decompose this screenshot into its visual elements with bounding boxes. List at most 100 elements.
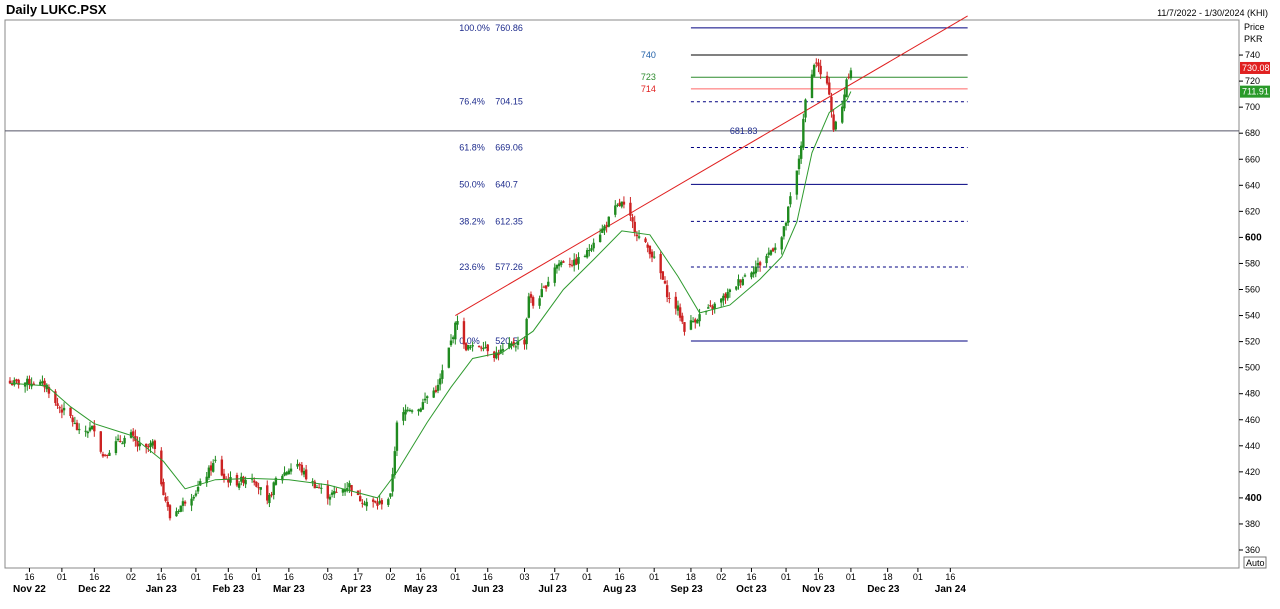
candle-body (285, 472, 288, 475)
candle-body (86, 431, 90, 434)
candle-body (815, 62, 818, 64)
candle-body (780, 237, 783, 250)
x-axis: 16 01 16 02 16 01 16 01 16 03 17 02 16 01 16 03 17 01 16 01… (13, 568, 966, 595)
candle-body (39, 381, 42, 385)
candle-body (523, 339, 526, 345)
candle-body (60, 409, 64, 413)
level-label: 723 (641, 72, 656, 82)
candle-body (41, 381, 44, 384)
chart-title: Daily LUKC.PSX (6, 2, 107, 17)
x-tick-label: 02 (385, 572, 395, 582)
candle-body (590, 248, 593, 251)
candle-body (553, 267, 556, 283)
candle-body (678, 307, 682, 318)
candle-body (181, 501, 185, 506)
candle-body (237, 483, 241, 488)
candle-body (90, 425, 94, 430)
candle-body (348, 483, 351, 488)
support-line-label: 681.83 (730, 126, 758, 136)
y-tick-label: 540 (1245, 311, 1260, 321)
candle-body (774, 247, 777, 250)
candle-body (132, 431, 135, 436)
auto-button-label[interactable]: Auto (1246, 558, 1265, 568)
y-tick-label: 400 (1245, 493, 1262, 504)
candle-body (313, 481, 316, 489)
candle-body (709, 305, 712, 307)
candle-body (620, 201, 623, 207)
candle-body (395, 422, 399, 451)
candle-body (101, 454, 105, 457)
candle-body (547, 281, 550, 287)
candle-body (756, 262, 760, 266)
candle-body (426, 396, 429, 399)
candle-body (832, 114, 835, 130)
candle-body (164, 496, 167, 501)
candle-body (449, 340, 453, 346)
price-tag-label: 711.91 (1242, 87, 1269, 97)
candle-body (73, 423, 77, 425)
candle-body (659, 254, 662, 274)
candle-body (802, 118, 805, 148)
candle-body (562, 261, 565, 263)
trendline-layer (455, 15, 968, 316)
x-tick-label: 03 (323, 572, 333, 582)
candle-body (136, 440, 139, 447)
candle-body (84, 430, 87, 432)
auto-scale-button[interactable]: Auto (1243, 556, 1267, 569)
candle-body (707, 307, 710, 309)
candle-body (58, 407, 61, 409)
candle-body (538, 298, 541, 306)
fib-level-value: 640.7 (495, 179, 518, 189)
candle-body (689, 320, 693, 330)
candles (8, 58, 853, 521)
candle-body (769, 250, 773, 255)
candle-body (637, 236, 641, 238)
candle-body (683, 322, 686, 332)
candle-body (28, 379, 31, 385)
candle-body (462, 321, 466, 345)
candle-body (315, 486, 319, 488)
candle-body (406, 409, 409, 411)
candle-body (209, 465, 213, 471)
candle-body (211, 463, 215, 472)
candle-body (834, 121, 837, 130)
y-tick-label: 660 (1245, 154, 1260, 164)
candle-body (393, 451, 396, 475)
x-tick-label: 01 (582, 572, 592, 582)
candle-body (614, 205, 617, 215)
candle-body (341, 489, 345, 493)
x-tick-label: 16 (416, 572, 426, 582)
candle-body (605, 224, 608, 227)
candle-body (108, 452, 111, 456)
candle-body (10, 383, 14, 386)
candle-body (149, 443, 152, 448)
candle-body (138, 443, 141, 447)
candle-body (69, 407, 72, 417)
candle-body (451, 337, 455, 340)
candle-body (71, 417, 74, 423)
month-label: Nov 22 (13, 584, 46, 595)
y-tick-label: 720 (1245, 76, 1260, 86)
candle-body (849, 70, 853, 79)
candle-body (531, 297, 535, 306)
candle-body (266, 485, 269, 501)
candle-body (421, 402, 425, 410)
candle-body (741, 278, 745, 285)
candle-body (402, 412, 405, 421)
fibonacci-levels: 100.0% 760.86 76.4% 704.15 61.8% 669.06 50.0% 6… (459, 23, 968, 346)
candle-body (205, 476, 208, 484)
candle-body (622, 201, 626, 205)
candle-body (119, 440, 122, 443)
candle-body (244, 480, 247, 485)
candle-body (281, 475, 284, 481)
candle-body (222, 473, 226, 480)
candle-body (235, 474, 239, 486)
price-tag-bg (1240, 61, 1270, 74)
candle-body (795, 170, 799, 195)
candle-body (194, 493, 198, 496)
x-tick-label: 17 (550, 572, 560, 582)
candle-body (326, 485, 329, 499)
candle-body (722, 295, 725, 301)
candle-body (598, 234, 602, 243)
